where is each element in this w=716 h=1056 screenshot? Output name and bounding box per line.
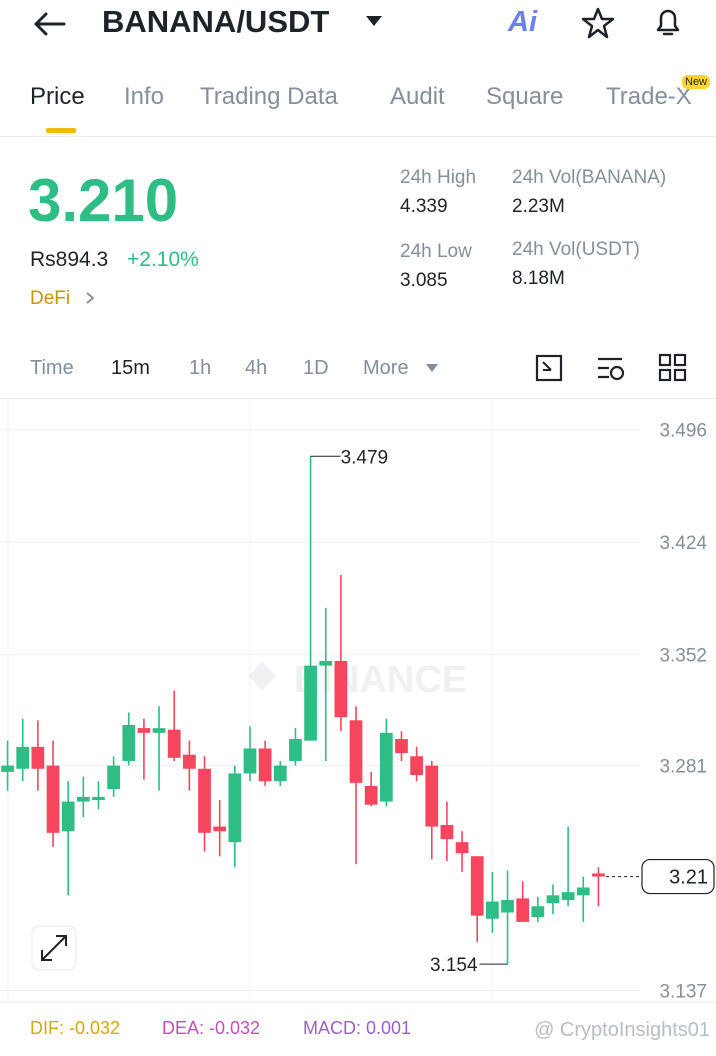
more-dropdown[interactable] xyxy=(424,362,440,374)
stat-value: 4.339 xyxy=(400,196,448,217)
candle-body xyxy=(228,773,242,843)
candle-body xyxy=(501,900,514,913)
candle-body xyxy=(46,765,60,833)
y-tick-label: 3.424 xyxy=(659,533,707,554)
tab[interactable]: Trading Data xyxy=(200,83,338,110)
credit: @ CryptoInsights01 xyxy=(534,1019,710,1041)
max-label: 3.479 xyxy=(341,447,389,468)
candle-body xyxy=(137,728,151,733)
stat-label: 24h High xyxy=(400,167,477,188)
change: +2.10% xyxy=(127,248,199,271)
layout-button[interactable] xyxy=(658,353,688,383)
candle-body xyxy=(516,898,530,922)
bell-button[interactable] xyxy=(650,4,686,40)
timeframe[interactable]: Time xyxy=(30,357,74,379)
chart-type-button[interactable] xyxy=(534,353,564,383)
tab[interactable]: Trade-X xyxy=(606,83,692,110)
stat-label: 24h Vol(USDT) xyxy=(512,239,640,260)
candle-body xyxy=(31,746,45,769)
candle-body xyxy=(258,748,272,782)
stat-label: 24h Low xyxy=(400,241,472,262)
candle-body xyxy=(531,906,545,918)
candle-body xyxy=(243,748,257,774)
timeframe[interactable]: 1h xyxy=(189,357,212,379)
candle-body xyxy=(395,739,408,754)
stat-value: 3.085 xyxy=(400,270,448,291)
candle-body xyxy=(486,901,499,919)
tag[interactable]: DeFi xyxy=(30,288,71,309)
pair-dropdown[interactable] xyxy=(364,14,384,28)
candle-body xyxy=(273,765,287,782)
y-tick-label: 3.137 xyxy=(659,982,707,1003)
candle-body xyxy=(349,720,363,783)
candle-body xyxy=(152,728,166,733)
stat-label: 24h Vol(BANANA) xyxy=(512,167,667,188)
watermark: BINANCE xyxy=(248,659,467,701)
candle-body xyxy=(198,768,211,833)
candle-body xyxy=(364,785,378,805)
y-tick-label: 3.352 xyxy=(659,646,707,667)
candle-body xyxy=(592,873,605,877)
y-tick-label: 3.281 xyxy=(659,757,707,778)
candle-body xyxy=(546,895,560,904)
indicator-dif: DIF: -0.032 xyxy=(30,1018,120,1038)
candle-body xyxy=(122,725,136,761)
candle-body xyxy=(92,796,105,800)
new-badge: New xyxy=(682,75,711,89)
candle-body xyxy=(213,826,227,832)
divider xyxy=(0,398,716,399)
timeframe[interactable]: 1D xyxy=(303,357,329,379)
candle-body xyxy=(319,660,333,666)
tab[interactable]: Audit xyxy=(390,83,445,110)
timeframe[interactable]: 15m xyxy=(111,357,150,379)
candle-body xyxy=(183,754,196,769)
tab[interactable]: Square xyxy=(486,83,564,110)
candle-body xyxy=(576,887,590,896)
candle-body xyxy=(1,765,14,772)
ai-button[interactable]: Ai xyxy=(508,6,537,38)
stat-value: 2.23M xyxy=(512,196,565,217)
tag-chevron xyxy=(86,292,95,304)
last-price-box xyxy=(641,858,715,895)
tab-underline xyxy=(46,128,76,133)
back-button[interactable] xyxy=(30,8,70,40)
candle-body xyxy=(289,739,302,761)
min-label: 3.154 xyxy=(430,955,478,976)
indicator-button[interactable] xyxy=(595,353,627,383)
last-price: 3.210 xyxy=(28,167,179,234)
fiat-price: Rs894.3 xyxy=(30,248,109,271)
candle-body xyxy=(440,825,454,840)
star-button[interactable] xyxy=(580,6,616,40)
candle-body xyxy=(455,842,469,854)
candle-body xyxy=(334,660,348,718)
timeframe[interactable]: 4h xyxy=(245,357,268,379)
pair-title[interactable]: BANANA/USDT xyxy=(102,4,330,39)
expand-button[interactable] xyxy=(31,925,77,971)
candle-body xyxy=(167,729,181,758)
timeframe[interactable]: More xyxy=(363,357,409,379)
candle-body xyxy=(425,765,439,827)
watermark-text: BINANCE xyxy=(294,659,467,701)
candle-body xyxy=(76,796,90,802)
candle-body xyxy=(16,746,30,769)
divider xyxy=(0,136,716,137)
candle-body xyxy=(107,765,120,790)
tab[interactable]: Price xyxy=(30,83,85,110)
candle-body xyxy=(61,801,75,832)
candle-body xyxy=(561,892,575,900)
candle-body xyxy=(379,732,393,802)
indicator-macd: MACD: 0.001 xyxy=(303,1018,411,1038)
y-tick-label: 3.496 xyxy=(659,421,707,442)
last-price-label: 3.21 xyxy=(669,867,708,889)
stat-value: 8.18M xyxy=(512,268,565,289)
candle-body xyxy=(410,756,423,775)
candle-body xyxy=(304,665,317,741)
indicator-dea: DEA: -0.032 xyxy=(162,1018,260,1038)
tab[interactable]: Info xyxy=(124,83,165,110)
candle-body xyxy=(470,856,484,916)
